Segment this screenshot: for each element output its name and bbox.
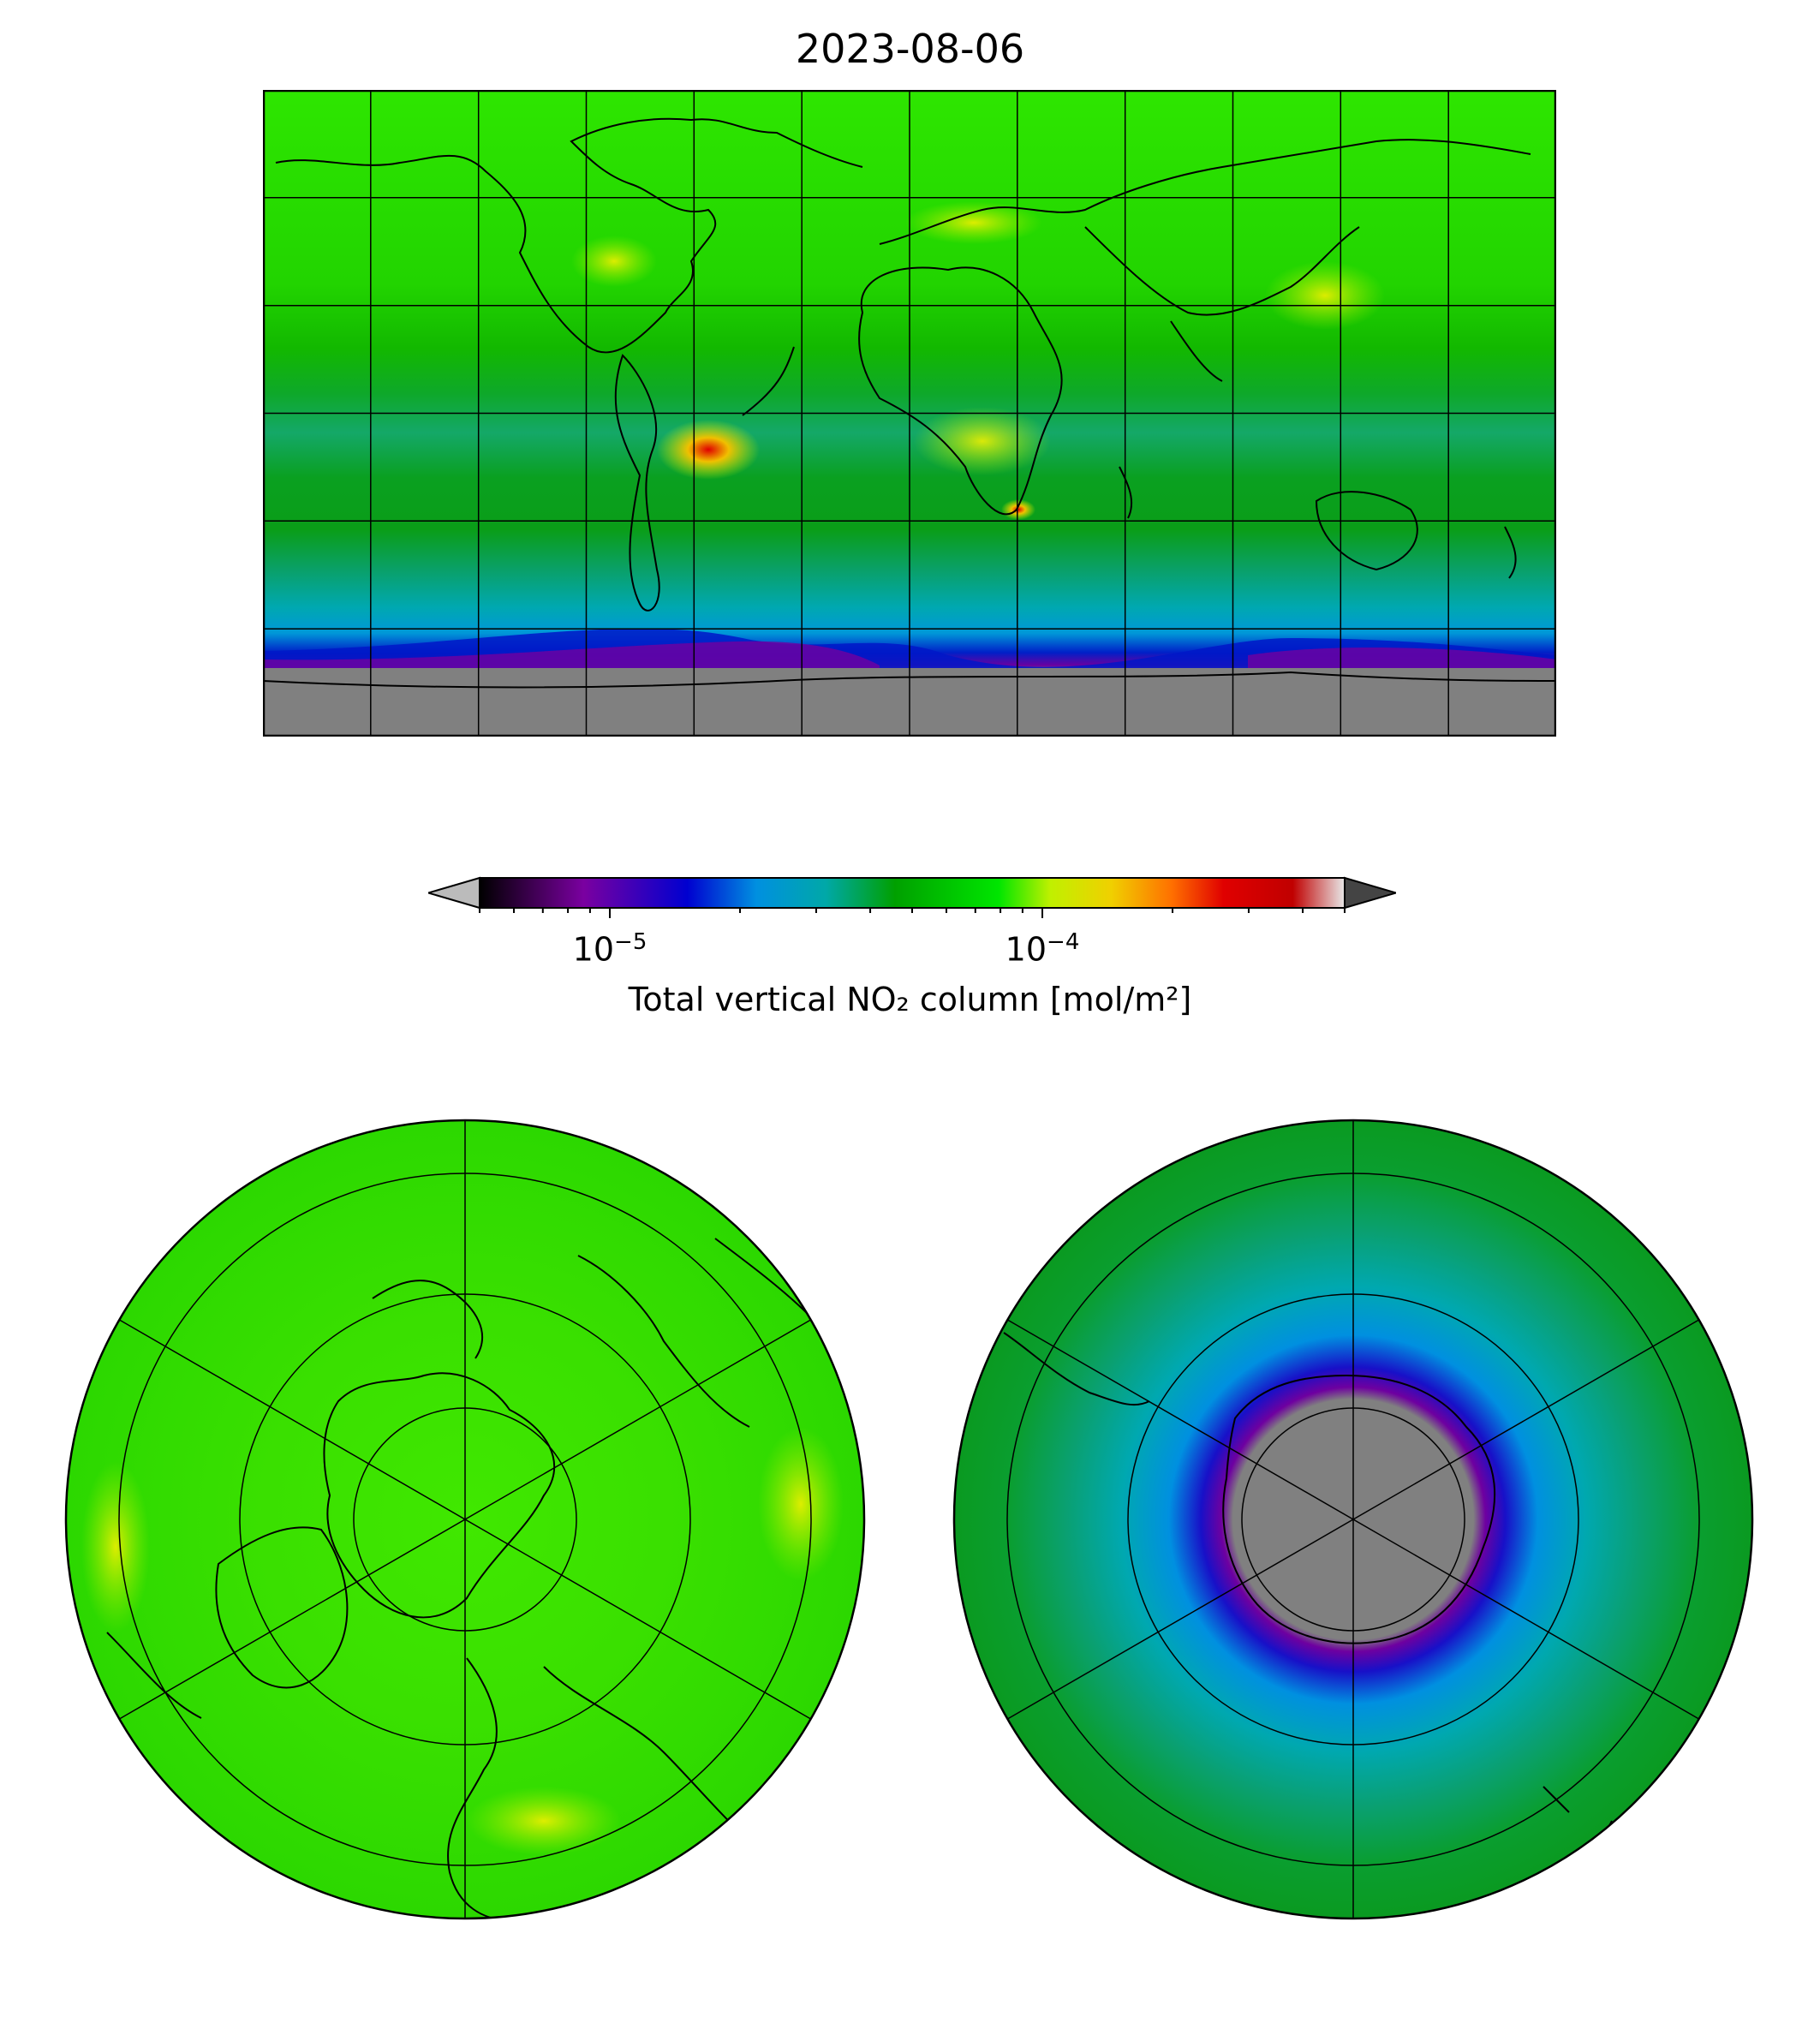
south-graticule <box>1006 1120 1700 1919</box>
hotspot-east-asia <box>1265 261 1385 330</box>
hotspot-south-africa <box>1001 499 1035 520</box>
tick-exponent: −5 <box>614 929 647 955</box>
colorbar-ticks <box>479 908 1346 918</box>
tick-base: 10 <box>572 930 615 969</box>
figure-title: 2023-08-06 <box>795 26 1025 72</box>
hotspot-asia-polar <box>758 1427 844 1581</box>
graticule <box>263 90 1556 737</box>
colorbar-under-extension <box>428 876 480 910</box>
tick-exponent: −4 <box>1047 929 1080 955</box>
colorbar-over-extension <box>1344 876 1396 910</box>
antarctic-purple-band-east <box>1248 647 1556 672</box>
colorbar <box>428 876 1396 918</box>
colorbar-tick-label: 10−4 <box>1005 929 1080 969</box>
hotspot-south-america <box>657 420 760 480</box>
south-polar-map <box>952 1119 1754 1920</box>
antarctic-purple-band <box>263 641 880 672</box>
colorbar-label: Total vertical NO₂ column [mol/m²] <box>628 981 1192 1018</box>
hotspot-north-america <box>571 236 657 287</box>
hotspot-africa <box>914 407 1051 475</box>
coastlines <box>263 117 1556 689</box>
hotspot-europe-polar <box>467 1787 621 1855</box>
hotspot-americas-polar <box>81 1461 150 1632</box>
colorbar-gradient <box>479 877 1346 909</box>
hotspot-europe <box>905 201 1042 244</box>
world-map <box>263 90 1556 737</box>
tick-base: 10 <box>1005 930 1047 969</box>
world-map-frame <box>263 90 1556 737</box>
colorbar-tick-label: 10−5 <box>573 929 647 969</box>
north-graticule <box>118 1120 812 1919</box>
south-frame <box>952 1119 1754 1920</box>
north-frame <box>64 1119 866 1920</box>
north-polar-map <box>64 1119 866 1920</box>
